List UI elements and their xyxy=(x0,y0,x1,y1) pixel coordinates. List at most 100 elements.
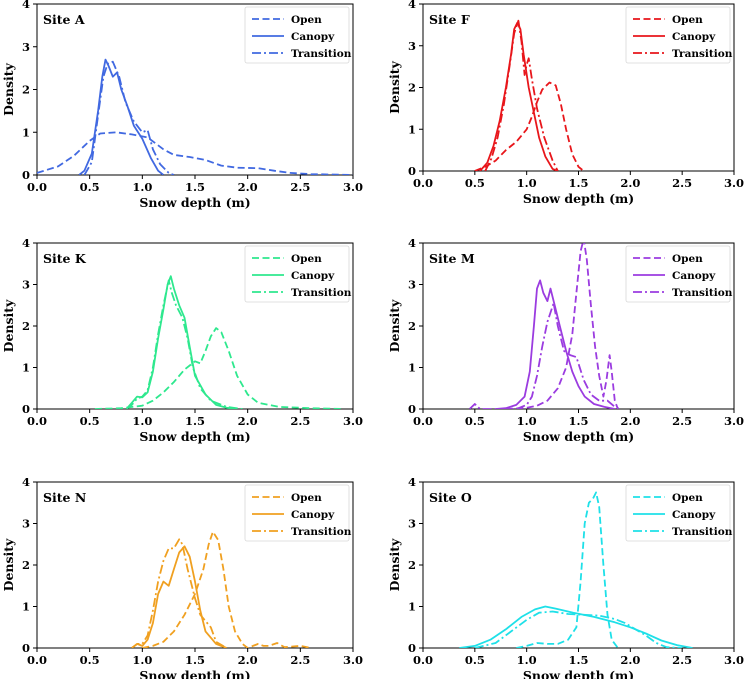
y-tick-label: 3 xyxy=(22,278,30,292)
series-line-canopy xyxy=(125,275,238,409)
x-tick-label: 3.0 xyxy=(724,176,744,190)
y-tick-label: 0 xyxy=(408,164,416,178)
y-axis-label: Density xyxy=(387,299,402,352)
site-label: Site K xyxy=(43,251,87,266)
x-tick-label: 3.0 xyxy=(724,653,744,667)
x-tick-label: 1.5 xyxy=(568,414,588,428)
panel-site-o: 0.0 0.5 1.0 1.5 2.0 2.5 3.0 0 1 2 3 4 Snow depth (m)… xyxy=(387,475,744,679)
legend-label-transition: Transition xyxy=(291,526,352,538)
x-tick-label: 3.0 xyxy=(343,653,363,667)
legend-label-transition: Transition xyxy=(672,287,733,299)
series-line-open xyxy=(505,243,619,409)
legend-box xyxy=(625,245,731,303)
x-tick-label: 0.5 xyxy=(80,180,100,194)
series-line-canopy xyxy=(495,279,615,409)
y-tick-label: 3 xyxy=(408,517,416,531)
legend-label-open: Open xyxy=(291,14,322,26)
x-tick-label: 0.0 xyxy=(27,653,47,667)
y-tick-label: 1 xyxy=(408,600,416,614)
x-tick-label: 1.0 xyxy=(132,180,152,194)
x-tick-label: 2.0 xyxy=(238,653,258,667)
y-tick-label: 3 xyxy=(408,278,416,292)
y-tick-label: 1 xyxy=(22,361,30,375)
series-line-transition xyxy=(83,60,175,175)
y-tick-label: 2 xyxy=(22,319,30,333)
x-tick-label: 0.5 xyxy=(465,414,485,428)
series-line-transition xyxy=(468,302,621,409)
y-axis-label: Density xyxy=(1,62,16,115)
y-tick-label: 1 xyxy=(408,361,416,375)
x-tick-label: 0.5 xyxy=(80,414,100,428)
x-axis-label: Snow depth (m) xyxy=(139,429,250,444)
legend-label-transition: Transition xyxy=(672,48,733,60)
site-label: Site F xyxy=(429,12,470,27)
series-line-open xyxy=(94,327,343,409)
y-axis-label: Density xyxy=(387,60,402,113)
x-tick-label: 2.5 xyxy=(290,180,310,194)
x-tick-label: 0.0 xyxy=(413,414,433,428)
y-tick-label: 0 xyxy=(22,168,30,182)
legend-label-open: Open xyxy=(291,253,322,265)
legend-label-open: Open xyxy=(672,253,703,265)
site-label: Site M xyxy=(429,251,475,266)
x-tick-label: 1.0 xyxy=(132,653,152,667)
y-axis-label: Density xyxy=(1,538,16,591)
panel-site-k: 0.0 0.5 1.0 1.5 2.0 2.5 3.0 0 1 2 3 4 Snow depth (m)… xyxy=(1,236,363,444)
x-tick-label: 3.0 xyxy=(724,414,744,428)
x-tick-label: 2.0 xyxy=(238,180,258,194)
y-tick-label: 3 xyxy=(408,39,416,53)
legend-label-canopy: Canopy xyxy=(291,509,335,521)
y-tick-label: 4 xyxy=(22,0,30,11)
x-tick-label: 0.0 xyxy=(27,414,47,428)
y-tick-label: 2 xyxy=(408,319,416,333)
legend-label-canopy: Canopy xyxy=(672,31,716,43)
x-tick-label: 2.0 xyxy=(620,414,640,428)
x-tick-label: 2.0 xyxy=(238,414,258,428)
x-tick-label: 1.0 xyxy=(132,414,152,428)
y-tick-label: 1 xyxy=(22,125,30,139)
x-tick-label: 3.0 xyxy=(343,180,363,194)
legend-label-canopy: Canopy xyxy=(291,270,335,282)
x-tick-label: 0.5 xyxy=(80,653,100,667)
x-tick-label: 0.0 xyxy=(413,653,433,667)
x-tick-label: 0.0 xyxy=(413,176,433,190)
panel-site-a: 0.0 0.5 1.0 1.5 2.0 2.5 3.0 0 1 2 3 4 Snow depth (m)… xyxy=(1,0,363,210)
legend-label-transition: Transition xyxy=(672,526,733,538)
y-tick-label: 2 xyxy=(408,558,416,572)
legend-label-canopy: Canopy xyxy=(291,31,335,43)
x-tick-label: 2.5 xyxy=(672,414,692,428)
y-tick-label: 3 xyxy=(22,517,30,531)
y-tick-label: 1 xyxy=(408,122,416,136)
site-label: Site O xyxy=(429,490,472,505)
series-line-transition xyxy=(474,610,683,648)
series-line-transition xyxy=(125,279,243,409)
y-tick-label: 2 xyxy=(408,81,416,95)
x-axis-label: Snow depth (m) xyxy=(523,429,634,444)
y-tick-label: 0 xyxy=(22,641,30,655)
x-tick-label: 2.5 xyxy=(290,414,310,428)
series-line-canopy xyxy=(78,58,164,175)
x-tick-label: 3.0 xyxy=(343,414,363,428)
y-tick-label: 4 xyxy=(408,475,416,489)
x-axis-label: Snow depth (m) xyxy=(139,195,250,210)
series-line-open xyxy=(516,491,619,648)
legend-box xyxy=(625,484,731,542)
series-line-open xyxy=(37,131,353,175)
x-tick-label: 0.5 xyxy=(465,653,485,667)
y-tick-label: 4 xyxy=(408,0,416,11)
series-line-transition xyxy=(131,538,228,648)
site-label: Site A xyxy=(43,12,85,27)
y-tick-label: 2 xyxy=(22,83,30,97)
panel-site-m: 0.0 0.5 1.0 1.5 2.0 2.5 3.0 0 1 2 3 4 Snow depth (m)… xyxy=(387,236,744,444)
legend-box xyxy=(244,484,350,542)
y-tick-label: 0 xyxy=(408,402,416,416)
y-tick-label: 0 xyxy=(408,641,416,655)
x-axis-label: Snow depth (m) xyxy=(523,191,634,206)
y-tick-label: 4 xyxy=(22,236,30,250)
series-line-open xyxy=(142,530,312,648)
x-tick-label: 2.5 xyxy=(672,176,692,190)
x-tick-label: 1.5 xyxy=(185,180,205,194)
series-line-transition xyxy=(484,19,559,171)
legend-box xyxy=(244,245,350,303)
y-axis-label: Density xyxy=(387,538,402,591)
